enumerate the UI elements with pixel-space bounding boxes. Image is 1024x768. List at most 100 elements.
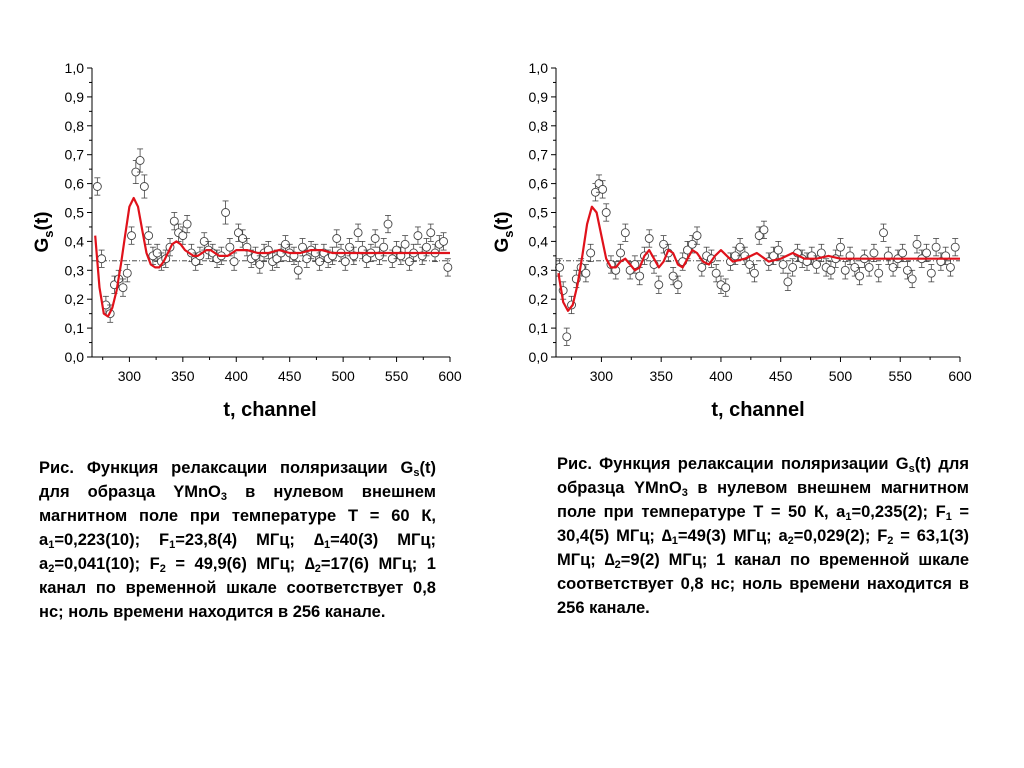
- data-point: [370, 234, 380, 243]
- data-point: [922, 248, 931, 258]
- x-tick-label: 450: [769, 368, 793, 384]
- y-tick-label: 0,9: [529, 89, 549, 105]
- caption-right: Рис. Функция релаксации поляризации Gs(t…: [557, 452, 969, 620]
- data-point: [754, 231, 764, 241]
- caption-subscript: 1: [945, 511, 952, 523]
- caption-text: = 30,4(5) МГц; ∆: [557, 503, 969, 545]
- data-point: [898, 248, 908, 258]
- caption-text: =0,029(2); F: [793, 527, 888, 545]
- data-point: [711, 268, 721, 278]
- x-tick-label: 450: [278, 368, 302, 384]
- data-point: [721, 283, 731, 293]
- data-point: [443, 262, 453, 272]
- data-point: [926, 268, 936, 278]
- x-tick-label: 350: [650, 368, 674, 384]
- y-tick-label: 0,5: [65, 205, 85, 221]
- data-point: [788, 262, 798, 272]
- caption-text: Рис. Функция релаксации поляризации G: [39, 459, 414, 477]
- y-tick-label: 0,4: [65, 233, 85, 249]
- chart-left: 0,0 0,1 0,2 0,3 0,4 0,5 0,6 0,7 0,8 0,9 1,0 300 350 4…: [32, 60, 462, 421]
- caption-subscript: 1: [323, 539, 331, 551]
- y-axis-label-sub: s: [501, 230, 516, 237]
- charts-area: 0,0 0,1 0,2 0,3 0,4 0,5 0,6 0,7 0,8 0,9 1,0 300 350 4…: [32, 60, 972, 421]
- y-axis-label-suffix: (t): [492, 212, 513, 231]
- y-axis-label-sub: s: [41, 230, 56, 237]
- data-point: [426, 228, 436, 238]
- caption-text: =17(6) МГц; 1 канал по временной шкале с…: [39, 555, 436, 621]
- data-point: [759, 225, 769, 235]
- data-point: [581, 268, 591, 278]
- y-tick-label: 0,9: [65, 89, 85, 105]
- y-tick-label: 0,8: [529, 118, 549, 134]
- caption-subscript: 1: [671, 535, 678, 547]
- caption-text: (t) для образца YMnO: [39, 459, 436, 501]
- y-axis-label: Gs(t): [492, 212, 516, 253]
- x-tick-label: 550: [889, 368, 913, 384]
- data-point: [293, 265, 303, 275]
- data-point: [229, 257, 239, 267]
- y-tick-label: 0,6: [65, 176, 85, 192]
- data-point: [555, 262, 565, 272]
- x-tick-label: 350: [171, 368, 195, 384]
- y-axis-label: Gs(t): [32, 212, 56, 253]
- y-tick-label: 0,7: [529, 147, 549, 163]
- data-point: [912, 239, 922, 249]
- x-tick-label: 500: [331, 368, 355, 384]
- data-point: [654, 280, 664, 290]
- caption-text: =40(3) МГц; a: [39, 531, 436, 573]
- data-point: [826, 265, 836, 275]
- data-point: [379, 242, 389, 252]
- data-point: [864, 262, 874, 272]
- x-axis-label: t, channel: [711, 399, 804, 421]
- data-point: [620, 228, 630, 238]
- caption-text: =23,8(4) МГц; ∆: [175, 531, 324, 549]
- caption-left: Рис. Функция релаксации поляризации Gs(t…: [39, 456, 436, 624]
- caption-subscript: 2: [159, 563, 166, 575]
- y-tick-label: 0,1: [529, 320, 549, 336]
- data-point: [950, 242, 960, 252]
- caption-subscript: 2: [314, 563, 321, 575]
- y-tick-label: 0,6: [529, 176, 549, 192]
- y-axis-label-main: G: [492, 238, 513, 253]
- data-point: [562, 332, 572, 342]
- data-point: [255, 260, 265, 269]
- caption-subscript: s: [413, 467, 420, 479]
- y-tick-label: 0,3: [529, 262, 549, 278]
- caption-text: в нулевом внешнем магнитном поле при тем…: [557, 479, 969, 521]
- caption-text: = 49,9(6) МГц; ∆: [165, 555, 315, 573]
- caption-subscript: 3: [681, 487, 688, 499]
- data-point: [836, 242, 845, 252]
- data-point: [439, 236, 449, 246]
- data-point: [135, 156, 145, 165]
- caption-subscript: 2: [48, 563, 55, 575]
- caption-subscript: 2: [887, 535, 894, 547]
- y-tick-label: 1,0: [65, 60, 85, 76]
- fit-line: [94, 196, 450, 318]
- y-tick-label: 0,1: [65, 320, 85, 336]
- x-tick-label: 400: [709, 368, 733, 384]
- data-point: [332, 234, 342, 243]
- data-point: [178, 231, 188, 241]
- y-tick-label: 0,2: [529, 291, 549, 307]
- caption-subscript: s: [908, 463, 915, 475]
- x-axis-label: t, channel: [223, 399, 316, 421]
- data-point: [692, 231, 702, 241]
- data-point: [673, 280, 683, 290]
- y-tick-label: 0,3: [65, 262, 85, 278]
- caption-text: =0,235(2); F: [851, 503, 946, 521]
- x-tick-label: 300: [590, 368, 614, 384]
- caption-text: =49(3) МГц; a: [677, 527, 788, 545]
- data-point: [816, 248, 826, 258]
- data-point: [92, 182, 102, 191]
- y-tick-label: 1,0: [529, 60, 549, 76]
- caption-subscript: 2: [614, 559, 621, 571]
- y-tick-label: 0,5: [529, 205, 549, 221]
- x-tick-label: 500: [829, 368, 853, 384]
- data-point: [122, 268, 132, 278]
- chart-right: 0,0 0,1 0,2 0,3 0,4 0,5 0,6 0,7 0,8 0,9 1,0 300 350 4…: [492, 60, 972, 421]
- data-point: [97, 254, 107, 264]
- data-point: [383, 219, 393, 229]
- caption-subscript: 2: [787, 535, 794, 547]
- y-tick-label: 0,0: [65, 349, 85, 365]
- data-point: [598, 184, 608, 194]
